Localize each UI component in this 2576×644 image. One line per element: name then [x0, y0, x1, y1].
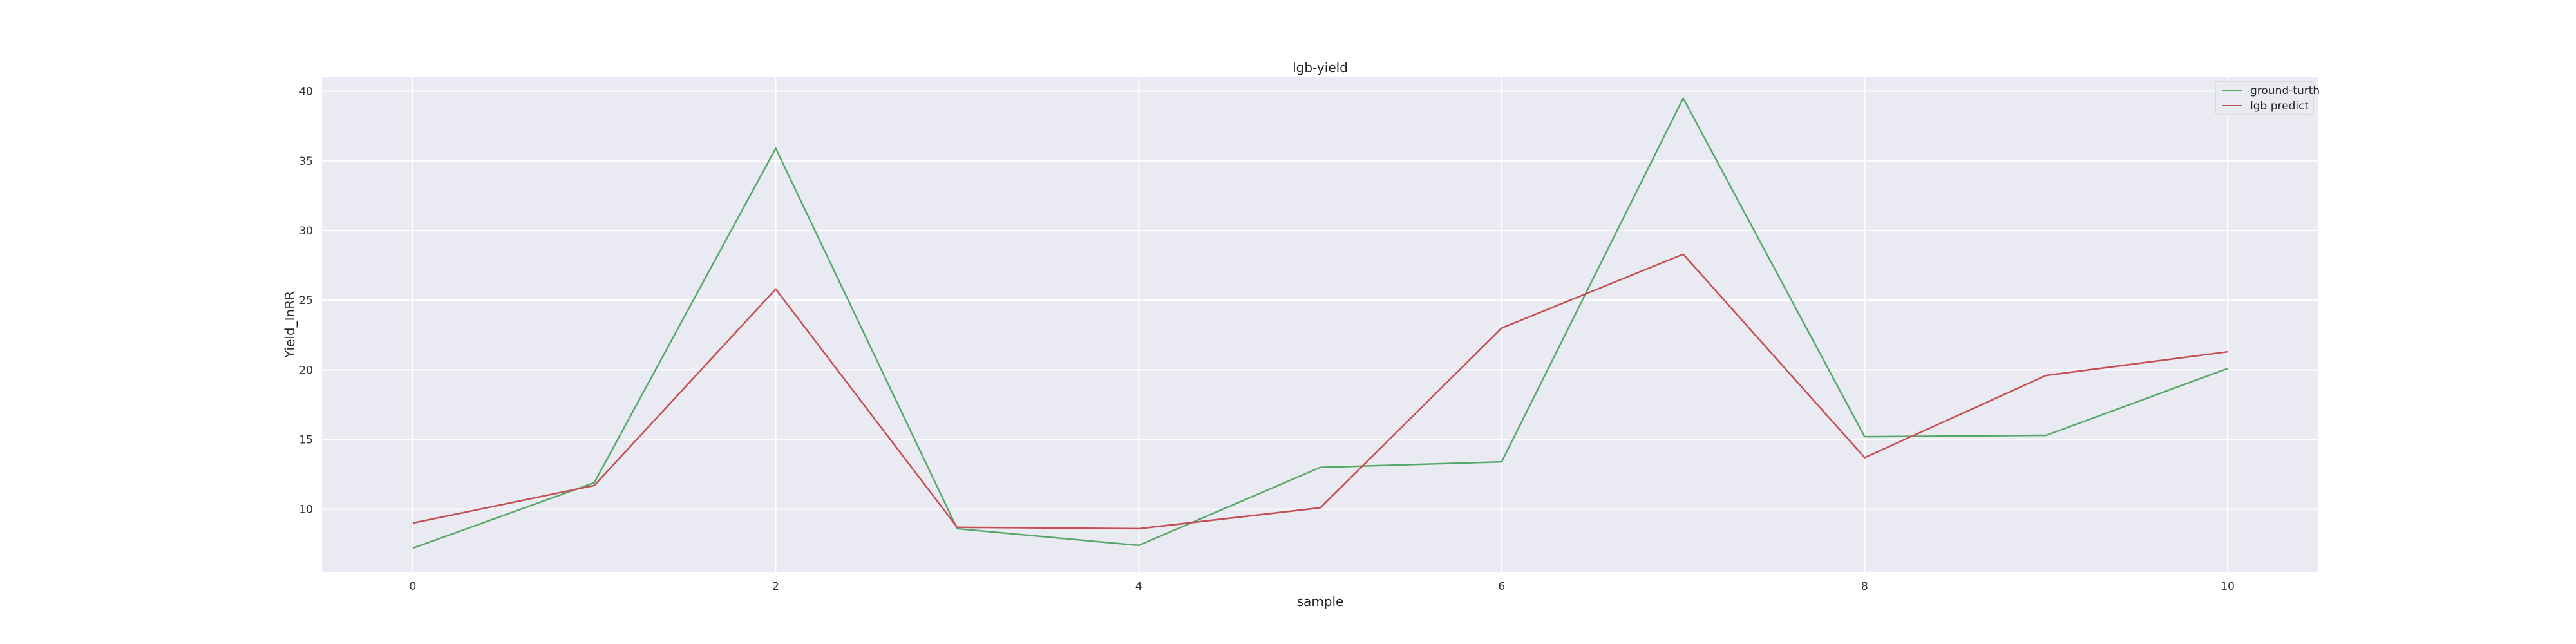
series-line-ground-turth: [412, 97, 2228, 549]
series-lines: [412, 97, 2228, 549]
axis-ticks: 0 2 4 6 8 10 10 15 20 25 30 35 40: [299, 86, 2235, 593]
legend-label-ground-turth: ground-turth: [2250, 84, 2320, 97]
y-axis-label: Yield_InRR: [282, 291, 298, 359]
x-tick-label: 2: [772, 580, 779, 593]
x-tick-label: 8: [1861, 580, 1868, 593]
y-tick-label: 15: [299, 433, 313, 446]
grid: [322, 77, 2318, 572]
x-tick-label: 0: [409, 580, 416, 593]
y-tick-label: 10: [299, 504, 313, 516]
plot-area: [322, 77, 2318, 572]
y-tick-label: 30: [299, 225, 313, 238]
y-tick-label: 20: [299, 364, 313, 377]
x-tick-label: 10: [2221, 580, 2235, 593]
chart-title: lgb-yield: [1293, 60, 1348, 75]
x-axis-label: sample: [1297, 594, 1344, 609]
x-tick-label: 4: [1135, 580, 1142, 593]
series-line-lgb-predict: [412, 253, 2228, 530]
legend-label-lgb-predict: lgb predict: [2250, 100, 2309, 113]
y-tick-label: 25: [299, 294, 313, 307]
y-tick-label: 35: [299, 155, 313, 168]
y-tick-label: 40: [299, 86, 313, 99]
x-tick-label: 6: [1498, 580, 1505, 593]
legend: ground-turth lgb predict: [2215, 80, 2320, 115]
